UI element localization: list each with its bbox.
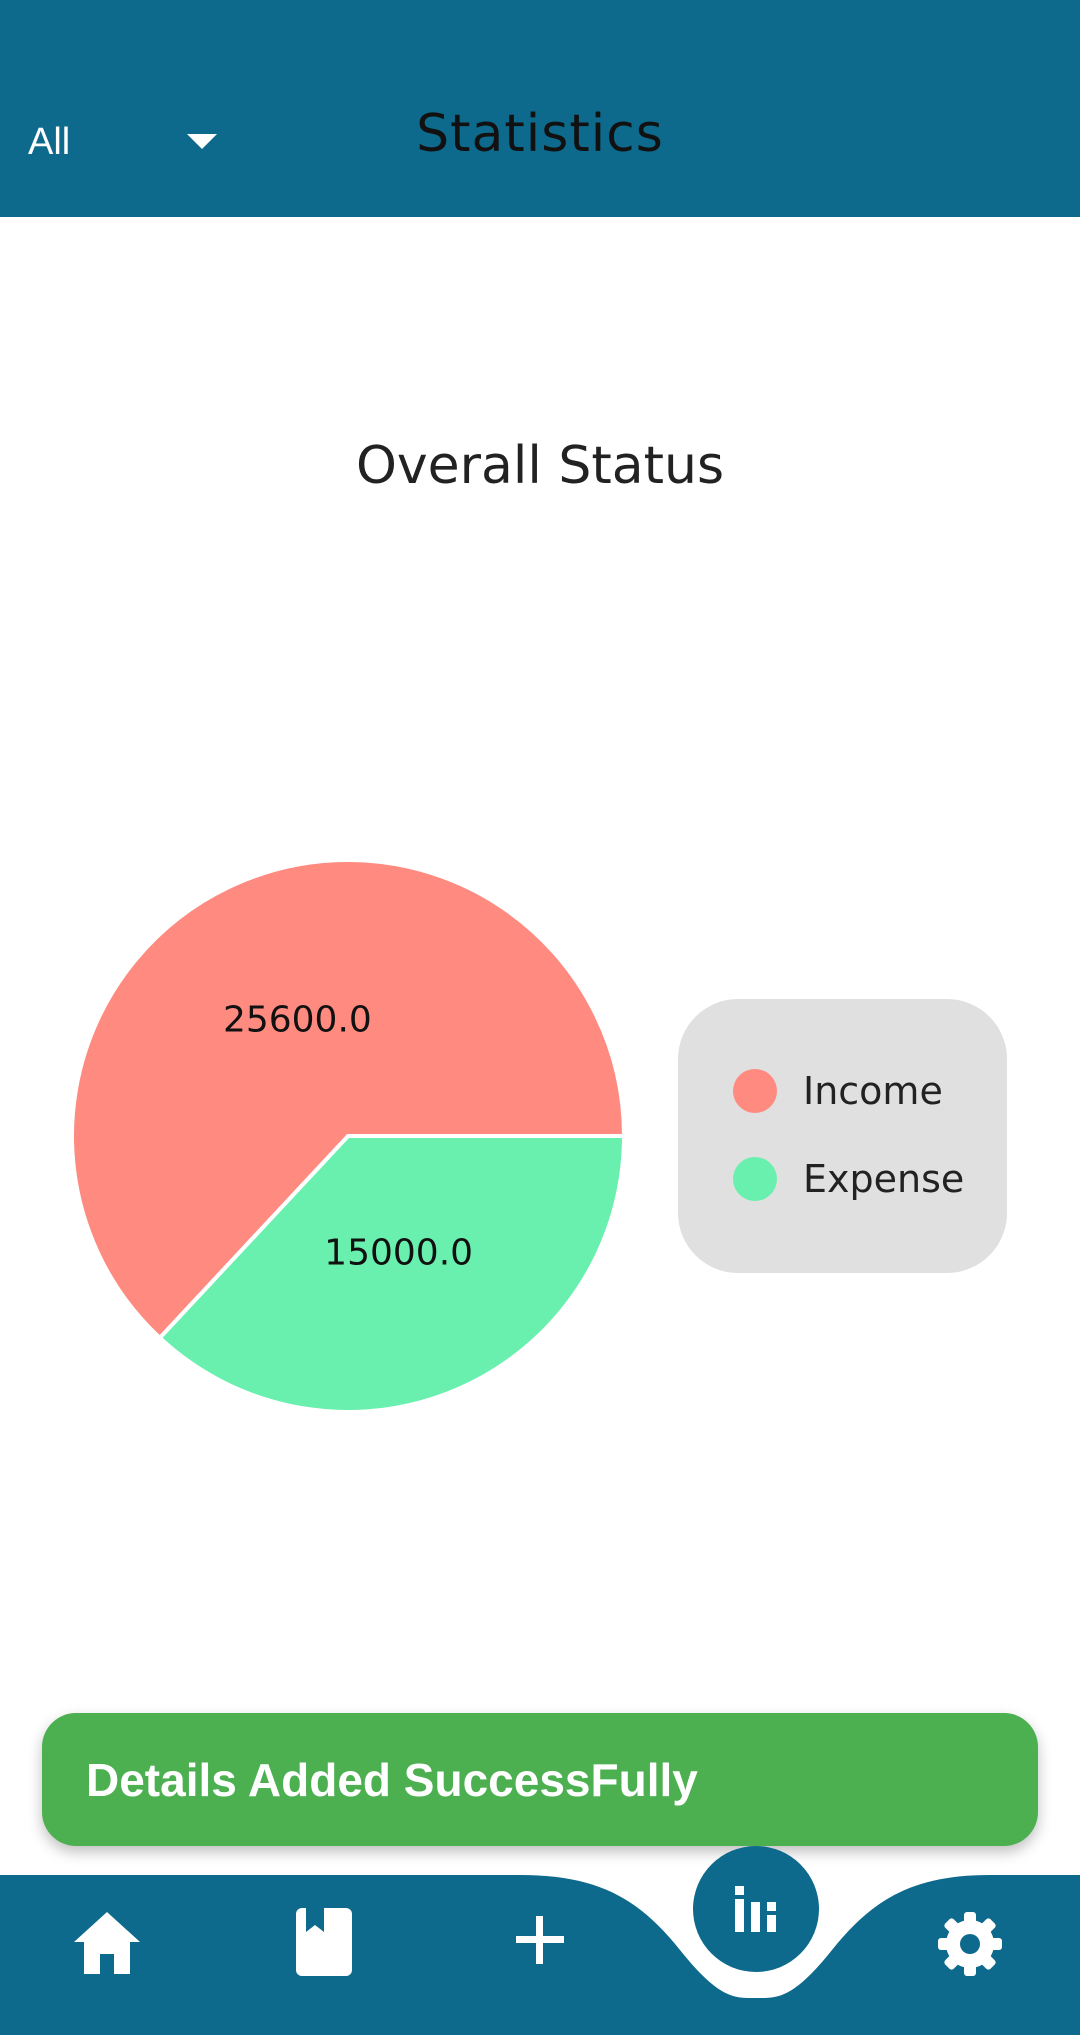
legend-label-income: Income [803,1069,943,1113]
pie-label-expense: 15000.0 [324,1232,473,1273]
chart-legend: Income Expense [678,999,1007,1273]
success-snackbar: Details Added SuccessFully [42,1713,1038,1846]
pie-chart: 15000.0 25600.0 [68,856,628,1416]
pie-label-income: 25600.0 [223,1000,372,1041]
period-filter-dropdown[interactable]: All [28,112,243,172]
bar-chart-icon [735,1886,776,1932]
legend-swatch-expense [733,1157,777,1201]
app-bar: All Statistics [0,0,1080,217]
chart-title: Overall Status [355,436,725,496]
gear-icon[interactable] [936,1910,1004,1978]
home-icon[interactable] [72,1910,142,1976]
caret-down-icon [187,134,217,149]
pie-slice-expense [156,1134,627,1414]
snackbar-message: Details Added SuccessFully [86,1753,698,1806]
book-icon[interactable] [294,1906,354,1978]
statistics-nav-button[interactable] [693,1846,819,1972]
period-filter-value: All [28,120,71,163]
legend-swatch-income [733,1069,777,1113]
page-title: Statistics [416,104,664,164]
plus-icon[interactable] [514,1914,566,1966]
legend-label-expense: Expense [803,1157,965,1201]
legend-item-expense: Expense [733,1157,964,1201]
pie-slice-income [70,858,627,1341]
legend-item-income: Income [733,1069,943,1113]
pie-chart-svg: 15000.0 25600.0 [70,858,627,1414]
